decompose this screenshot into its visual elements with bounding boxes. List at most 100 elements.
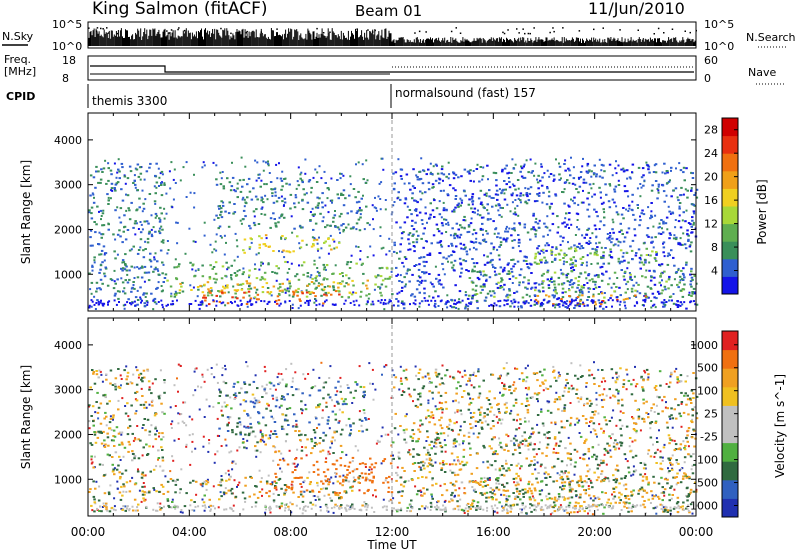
- noise-cell: [675, 483, 678, 486]
- scatter-cell: [283, 178, 286, 180]
- scatter-cell: [273, 188, 276, 191]
- noise-cell: [443, 273, 446, 276]
- scatter-cell: [91, 405, 95, 408]
- scatter-cell: [142, 207, 146, 210]
- scatter-cell: [142, 293, 145, 296]
- noise-cell: [459, 301, 462, 304]
- scatter-cell: [329, 224, 332, 227]
- freq-tick-top: 18: [62, 54, 76, 67]
- noise-cell: [154, 216, 157, 219]
- scatter-cell: [259, 185, 262, 188]
- noise-cell: [521, 508, 523, 511]
- noise-cell: [314, 206, 317, 209]
- scatter-cell: [490, 242, 493, 245]
- scatter-cell: [689, 283, 692, 286]
- noise-cell: [100, 215, 103, 217]
- noise-cell: [442, 179, 444, 182]
- noise-cell: [570, 388, 573, 391]
- scatter-cell: [445, 209, 448, 212]
- noise-cell: [233, 259, 236, 262]
- scatter-cell: [224, 274, 227, 277]
- noise-cell: [333, 247, 336, 250]
- noise-cell: [639, 258, 642, 261]
- velocity-heatmap: [88, 318, 699, 516]
- noise-cell: [291, 462, 294, 465]
- ground-cell: [197, 303, 200, 306]
- scatter-cell: [494, 204, 498, 207]
- scatter-cell: [334, 225, 337, 228]
- scatter-cell: [261, 277, 265, 280]
- scatter-cell: [596, 246, 599, 249]
- noise-cell: [603, 453, 606, 456]
- scatter-cell: [312, 239, 316, 242]
- scatter-cell: [453, 237, 456, 240]
- noise-cell: [312, 495, 315, 498]
- noise-cell: [600, 399, 603, 402]
- scatter-cell: [158, 217, 161, 220]
- scatter-cell: [92, 420, 95, 423]
- noise-cell: [626, 460, 629, 463]
- scatter-cell: [618, 286, 621, 289]
- scatter-cell: [109, 382, 112, 385]
- scatter-cell: [675, 271, 678, 273]
- noise-cell: [387, 433, 390, 436]
- scatter-cell: [395, 274, 398, 277]
- scatter-cell: [271, 188, 274, 191]
- scatter-cell: [452, 177, 456, 180]
- scatter-cell: [128, 218, 132, 221]
- noise-cell: [236, 449, 239, 452]
- scatter-cell: [413, 199, 416, 202]
- ground-cell: [220, 302, 223, 305]
- scatter-cell: [486, 292, 490, 295]
- noise-cell: [408, 393, 411, 396]
- noise-cell: [505, 495, 508, 498]
- ground-cell: [392, 304, 395, 307]
- scatter-cell: [678, 202, 682, 204]
- scatter-cell: [670, 166, 673, 169]
- noise-dot: [689, 31, 691, 34]
- scatter-cell: [533, 282, 537, 285]
- scatter-cell: [197, 288, 200, 291]
- noise-cell: [285, 368, 288, 371]
- noise-cell: [327, 252, 330, 255]
- noise-dot: [593, 28, 595, 31]
- noise-cell: [176, 242, 179, 245]
- noise-cell: [658, 429, 660, 432]
- scatter-cell: [469, 301, 473, 304]
- noise-cell: [192, 286, 195, 289]
- scatter-cell: [380, 294, 383, 297]
- noise-cell: [301, 409, 304, 412]
- scatter-cell: [347, 277, 351, 280]
- scatter-cell: [412, 228, 416, 231]
- noise-cell: [215, 233, 218, 236]
- scatter-cell: [587, 296, 591, 298]
- noise-cell: [415, 230, 418, 233]
- scatter-cell: [104, 266, 107, 269]
- scatter-cell: [482, 270, 485, 273]
- noise-cell: [129, 381, 132, 384]
- noise-cell: [562, 191, 565, 194]
- noise-dot: [230, 32, 232, 35]
- scatter-cell: [259, 278, 262, 281]
- noise-cell: [177, 390, 179, 393]
- noise-cell: [354, 445, 357, 448]
- noise-cell: [489, 218, 492, 221]
- noise-cell: [113, 505, 116, 508]
- noise-cell: [267, 160, 269, 163]
- colorbar-tick-label: 28: [704, 124, 718, 137]
- scatter-cell: [209, 287, 213, 289]
- noise-cell: [236, 245, 239, 248]
- scatter-cell: [558, 178, 561, 181]
- scatter-cell: [640, 261, 644, 264]
- noise-cell: [145, 491, 148, 494]
- ground-cell: [331, 303, 334, 306]
- noise-cell: [373, 206, 376, 209]
- noise-cell: [665, 383, 668, 385]
- scatter-cell: [224, 210, 227, 213]
- noise-cell: [245, 447, 248, 450]
- noise-cell: [234, 462, 237, 465]
- noise-cell: [555, 246, 558, 249]
- scatter-cell: [525, 202, 529, 205]
- noise-cell: [568, 182, 571, 185]
- scatter-cell: [379, 275, 383, 278]
